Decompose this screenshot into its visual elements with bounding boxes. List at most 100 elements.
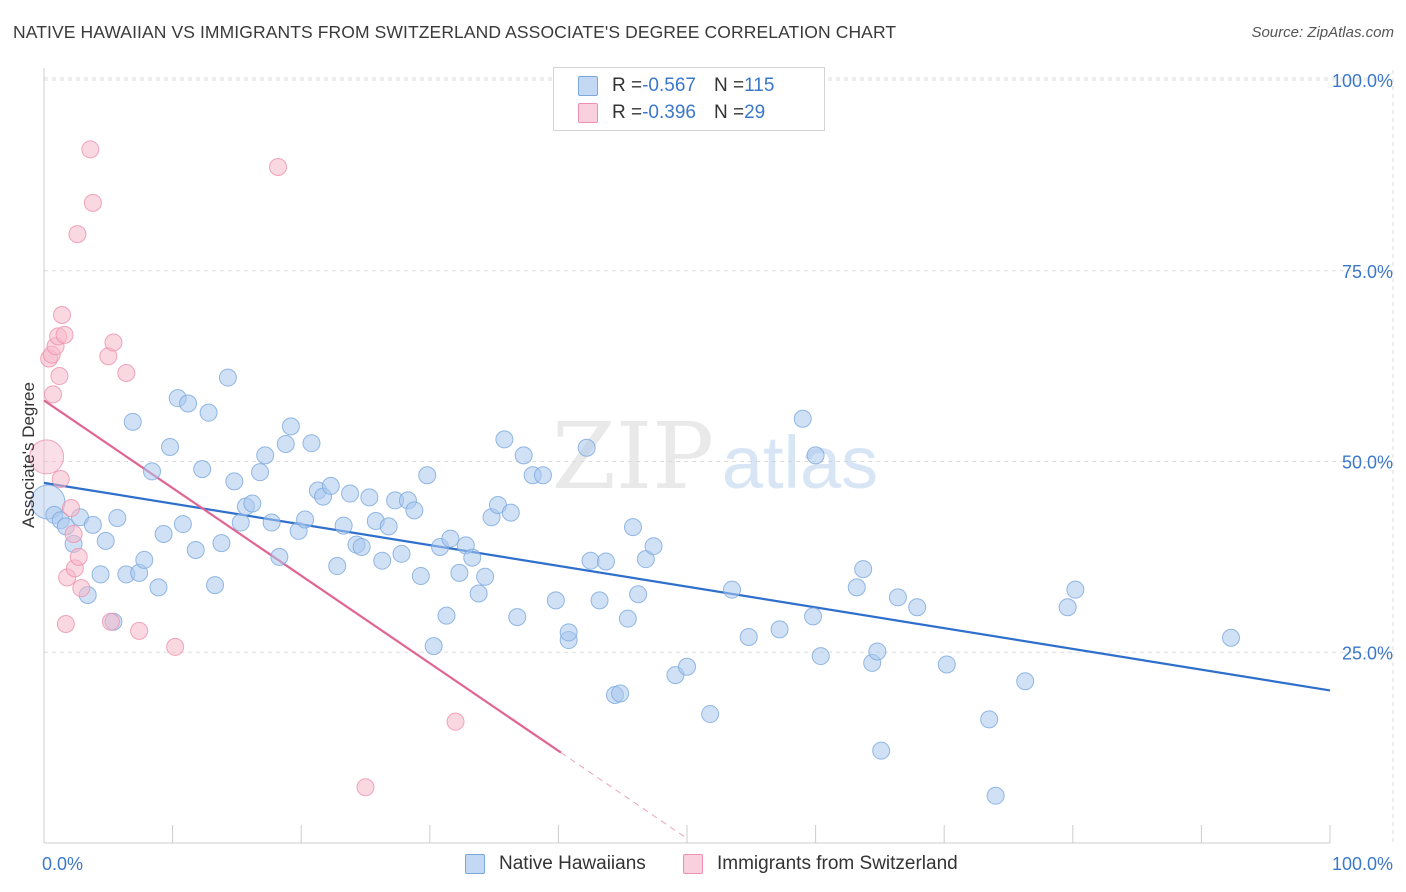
point-native-hawaiian	[590, 591, 609, 610]
trend-layer	[43, 399, 1331, 839]
point-native-hawaiian	[1016, 672, 1035, 691]
point-native-hawaiian	[723, 580, 742, 599]
series-label-immigrants-switzerland: Immigrants from Switzerland	[717, 853, 958, 874]
point-native-hawaiian	[321, 476, 340, 495]
point-native-hawaiian	[678, 657, 696, 676]
point-native-hawaiian	[872, 741, 891, 760]
series-legend-native-hawaiians: Native Hawaiians	[465, 852, 646, 876]
point-native-hawaiian	[143, 462, 162, 481]
point-native-hawaiian	[986, 786, 1005, 805]
y-tick-label: 25.0%	[1342, 643, 1393, 663]
point-native-hawaiian	[868, 642, 887, 661]
legend-row-native-hawaiians: R = -0.567 N = 115	[578, 74, 774, 98]
y-axis-label: Associate's Degree	[19, 382, 38, 528]
point-native-hawaiian	[770, 620, 789, 639]
legend-n-label: N =	[713, 75, 745, 96]
point-native-hawaiian	[888, 588, 907, 607]
point-immigrant-switzerland	[130, 621, 149, 640]
point-immigrant-switzerland	[44, 385, 63, 404]
point-immigrant-switzerland	[81, 140, 100, 159]
point-immigrant-switzerland	[101, 612, 120, 631]
point-immigrant-switzerland	[55, 325, 74, 344]
point-native-hawaiian	[618, 609, 637, 628]
point-native-hawaiian	[1221, 628, 1240, 647]
point-native-hawaiian	[83, 515, 102, 534]
point-native-hawaiian	[206, 576, 225, 595]
point-native-hawaiian	[149, 578, 168, 597]
point-native-hawaiian	[514, 446, 533, 465]
series-label-native-hawaiians: Native Hawaiians	[499, 853, 646, 874]
watermark-atlas: atlas	[722, 421, 878, 504]
point-native-hawaiian	[296, 510, 315, 529]
point-native-hawaiian	[281, 417, 300, 436]
point-native-hawaiian	[108, 508, 127, 527]
point-native-hawaiian	[334, 516, 353, 535]
point-native-hawaiian	[804, 607, 823, 626]
point-native-hawaiian	[596, 552, 615, 571]
point-native-hawaiian	[701, 705, 720, 724]
point-native-hawaiian	[379, 517, 398, 536]
legend-r-value: -0.396	[642, 102, 696, 123]
point-immigrant-switzerland	[117, 363, 136, 382]
point-native-hawaiian	[212, 534, 231, 553]
point-native-hawaiian	[405, 501, 424, 520]
point-native-hawaiian	[418, 466, 437, 485]
point-native-hawaiian	[847, 578, 866, 597]
point-native-hawaiian	[341, 484, 360, 503]
points-layer	[29, 140, 1240, 805]
y-tick-label: 100.0%	[1332, 71, 1393, 91]
legend-r-label: R =	[612, 75, 643, 96]
legend-r-value: -0.567	[642, 75, 696, 96]
point-native-hawaiian	[546, 591, 565, 610]
point-native-hawaiian	[251, 463, 270, 482]
y-tick-label: 75.0%	[1342, 262, 1393, 282]
x-tick-label-min: 0.0%	[42, 854, 83, 874]
point-native-hawaiian	[173, 515, 192, 534]
point-native-hawaiian	[161, 438, 180, 457]
series-swatch-blue	[465, 854, 485, 874]
point-native-hawaiian	[276, 434, 295, 453]
trendline-immigrants-switzerland	[43, 399, 562, 754]
legend-swatch-pink	[578, 103, 598, 123]
legend-r-label: R =	[612, 102, 643, 123]
point-native-hawaiian	[854, 560, 873, 579]
point-native-hawaiian	[980, 710, 999, 729]
grid-layer	[44, 70, 1394, 843]
point-immigrant-switzerland	[53, 306, 72, 325]
point-immigrant-switzerland	[72, 579, 91, 598]
chart-title: NATIVE HAWAIIAN VS IMMIGRANTS FROM SWITZ…	[13, 22, 897, 42]
point-native-hawaiian	[262, 513, 281, 532]
point-immigrant-switzerland	[104, 333, 123, 352]
point-native-hawaiian	[91, 565, 110, 584]
chart-source: Source: ZipAtlas.com	[1251, 24, 1394, 41]
trendline-immigrants-switzerland-extension	[560, 752, 688, 839]
point-native-hawaiian	[1058, 598, 1077, 617]
legend-n-value: 29	[744, 102, 766, 123]
series-legend-immigrants-switzerland: Immigrants from Switzerland	[683, 852, 958, 876]
legend-swatch-blue	[578, 76, 598, 96]
point-native-hawaiian	[793, 409, 812, 428]
series-swatch-pink	[683, 854, 703, 874]
point-native-hawaiian	[243, 494, 262, 513]
legend-n-label: N =	[713, 102, 745, 123]
point-native-hawaiian	[623, 518, 642, 537]
point-native-hawaiian	[437, 606, 456, 625]
point-native-hawaiian	[508, 608, 527, 627]
point-native-hawaiian	[373, 551, 392, 570]
point-native-hawaiian	[806, 446, 825, 465]
point-immigrant-switzerland	[356, 778, 375, 797]
point-native-hawaiian	[533, 466, 552, 485]
labels-layer: 25.0% 50.0% 75.0% 100.0% 0.0% 100.0% Associate…	[19, 71, 1393, 874]
point-native-hawaiian	[644, 537, 663, 556]
point-native-hawaiian	[186, 541, 205, 560]
point-native-hawaiian	[450, 563, 469, 582]
point-native-hawaiian	[231, 513, 250, 532]
point-native-hawaiian	[360, 488, 379, 507]
point-native-hawaiian	[811, 647, 830, 666]
point-native-hawaiian	[441, 529, 460, 548]
point-native-hawaiian	[581, 551, 600, 570]
x-tick-label-max: 100.0%	[1332, 854, 1393, 874]
point-native-hawaiian	[559, 623, 578, 642]
point-immigrant-switzerland	[29, 439, 65, 475]
point-native-hawaiian	[225, 472, 244, 491]
